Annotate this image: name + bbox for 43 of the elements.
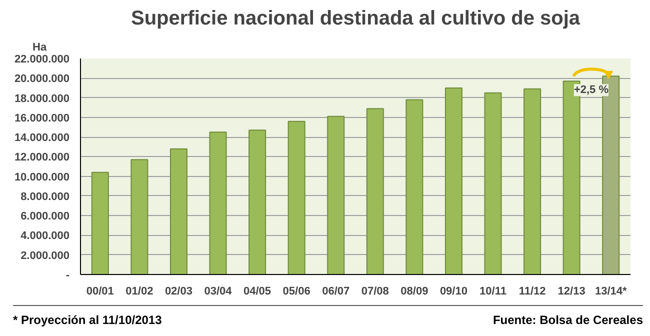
y-tick-label: 20.000.000 [14, 73, 70, 86]
y-tick-label: 2.000.000 [20, 250, 70, 262]
x-tick-label: 02/03 [164, 286, 192, 298]
bar [248, 130, 266, 274]
x-tick-label: 05/06 [282, 286, 310, 298]
bar [170, 148, 188, 274]
x-tick-label: 08/09 [400, 286, 428, 298]
x-tick-label: 03/04 [204, 286, 233, 298]
bar [130, 159, 148, 274]
bar [209, 132, 227, 274]
y-axis-title: Ha [32, 42, 48, 54]
bar [484, 92, 502, 274]
bar [327, 116, 345, 274]
x-tick-label: 10/11 [480, 286, 506, 298]
x-tick-label: 04/05 [244, 286, 272, 298]
x-tick-label: 09/10 [440, 286, 468, 298]
x-tick-label: 07/08 [361, 286, 389, 298]
x-tick-label: 00/01 [86, 286, 114, 298]
bar [91, 172, 109, 274]
bar [524, 88, 542, 274]
x-tick-label: 12/13 [558, 286, 586, 298]
y-tick-label: 6.000.000 [20, 210, 70, 223]
y-tick-label: 16.000.000 [14, 112, 70, 124]
annotation: +2,5 % [574, 84, 609, 96]
y-tick-label: 10.000.000 [14, 171, 70, 184]
y-tick-label: 18.000.000 [14, 92, 70, 105]
text: * Proyección al 11/10/2013 [13, 312, 162, 329]
x-tick-label: 11/12 [518, 286, 546, 298]
x-tick-label: 01/02 [126, 286, 154, 298]
y-tick-label: - [66, 270, 70, 282]
bar [406, 99, 424, 274]
source-note: Fuente: Bolsa de Cereales [492, 312, 643, 329]
y-tick-label: 8.000.000 [20, 190, 70, 203]
bar [366, 108, 384, 274]
x-tick-label: 06/07 [322, 286, 350, 298]
x-tick-label: 13/14* [594, 286, 628, 298]
chart-title: Superficie nacional destinada al cultivo de soja [130, 8, 581, 30]
y-tick-label: 4.000.000 [20, 230, 70, 242]
y-tick-label: 12.000.000 [14, 152, 70, 164]
y-tick-label: 22.000.000 [14, 54, 70, 66]
bar [444, 87, 462, 274]
bar [288, 120, 306, 274]
y-tick-label: 14.000.000 [14, 132, 70, 144]
